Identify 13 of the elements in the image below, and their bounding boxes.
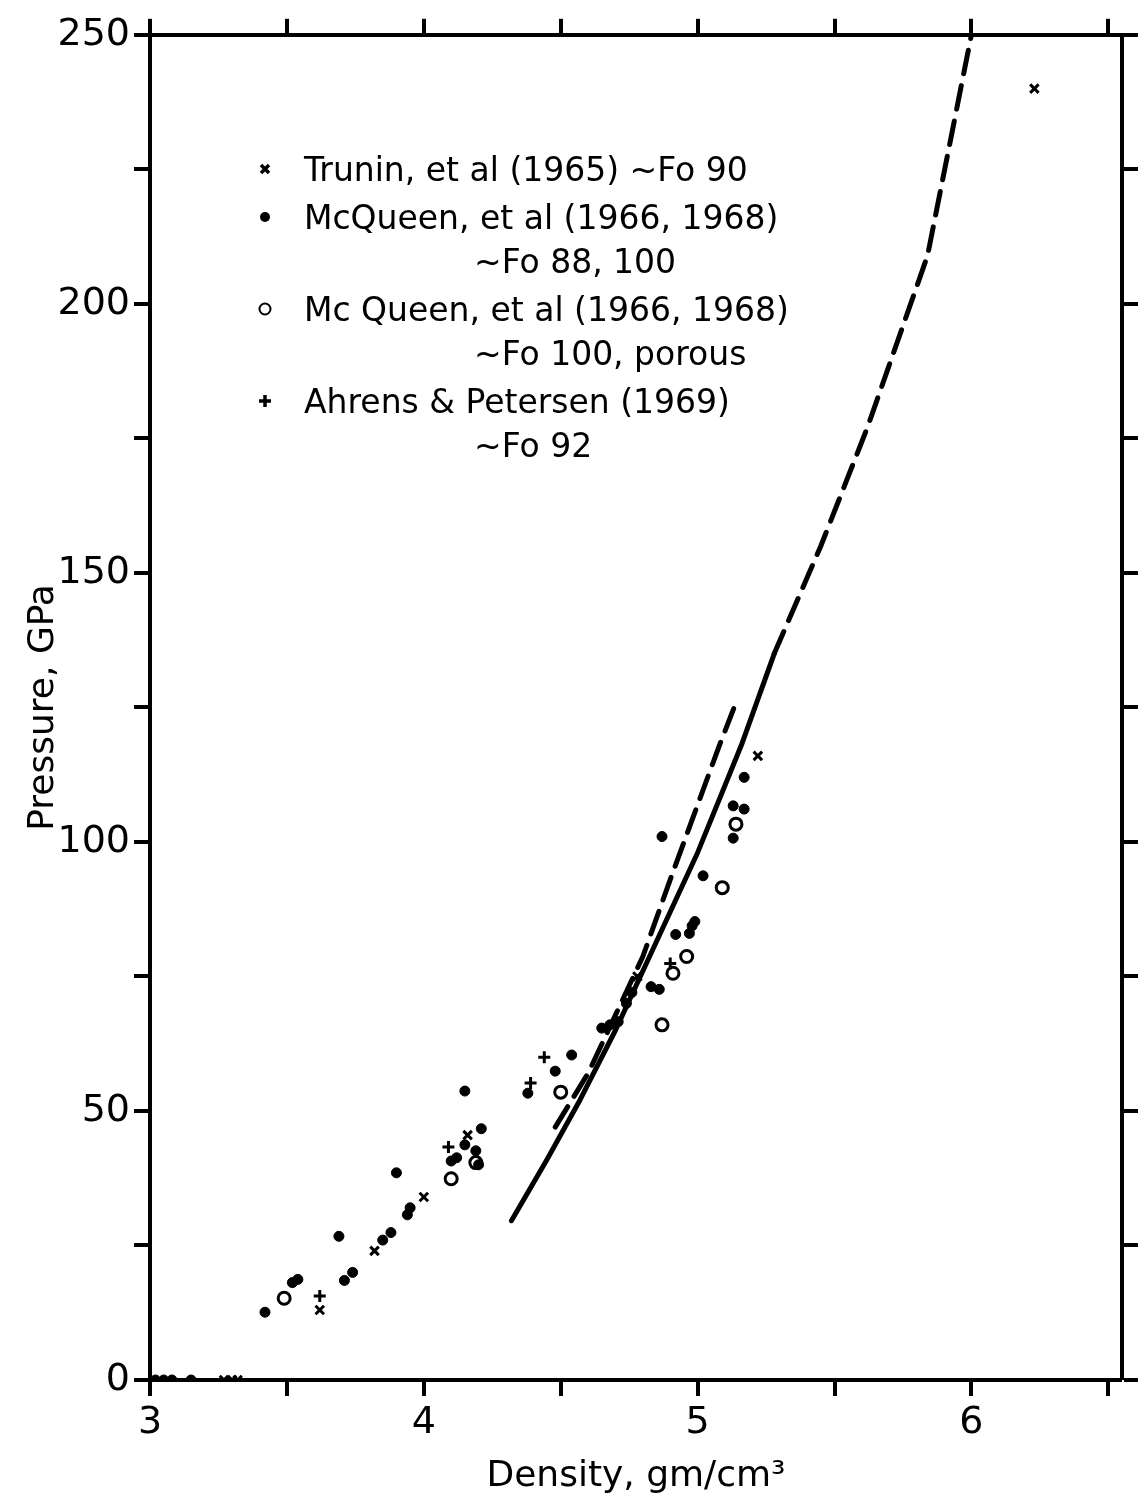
legend-label: McQueen, et al (1966, 1968) ~Fo 88, 100 (304, 197, 780, 283)
x-axis-title: Density, gm/cm³ (486, 1452, 786, 1494)
legend-label: Ahrens & Petersen (1969) ~Fo 92 (304, 381, 731, 467)
legend-label: Trunin, et al (1965) ~Fo 90 (304, 149, 749, 191)
y-tick-label: 250 (57, 9, 130, 54)
x-tick-label: 3 (137, 1397, 163, 1442)
legend-label: Mc Queen, et al (1966, 1968) ~Fo 100, porous (304, 289, 790, 375)
x-tick-label: 4 (411, 1397, 436, 1442)
y-tick-label: 200 (57, 278, 130, 323)
x-tick-label: 5 (685, 1397, 710, 1442)
y-tick-label: 0 (105, 1354, 130, 1399)
y-tick-label: 50 (81, 1085, 130, 1130)
x-tick-label: 6 (959, 1397, 984, 1442)
